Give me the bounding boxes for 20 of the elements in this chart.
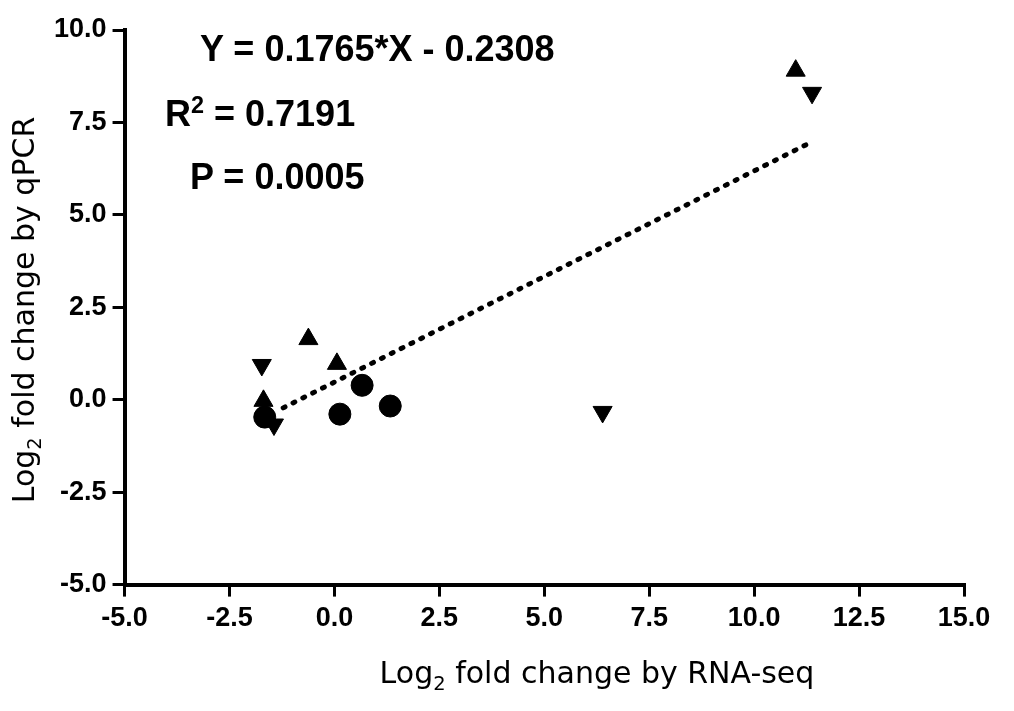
y-tick-label: 7.5 [69, 105, 107, 136]
y-tick-label: -2.5 [60, 475, 107, 506]
x-tick-label: -5.0 [101, 602, 148, 633]
x-tick-label: 2.5 [420, 602, 459, 633]
annotation: R$^{2}$ = 0.7191 [165, 92, 356, 135]
y-tick-label: 2.5 [69, 290, 107, 321]
x-axis-title: Log$_{2}$ fold change by RNA-seq [378, 655, 816, 695]
annotation: P = 0.0005 [190, 156, 365, 198]
x-tick-label: 12.5 [832, 602, 886, 633]
x-tick-label: 0.0 [315, 602, 354, 633]
annotation: Y = 0.1765*X - 0.2308 [200, 28, 555, 70]
y-tick-label: 10.0 [53, 13, 107, 44]
x-tick-label: 5.0 [525, 602, 564, 633]
y-tick-label: 0.0 [69, 383, 107, 414]
x-tick-label: 7.5 [630, 602, 668, 633]
x-tick-label: 15.0 [937, 602, 991, 633]
y-tick-label: -5.0 [60, 568, 107, 599]
y-tick-label: 5.0 [69, 198, 107, 229]
x-tick-label: 10.0 [727, 602, 781, 633]
x-tick-label: -2.5 [206, 602, 253, 633]
